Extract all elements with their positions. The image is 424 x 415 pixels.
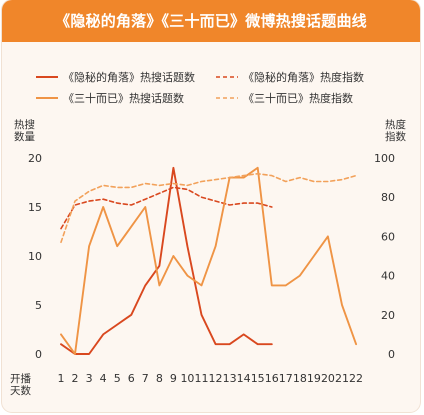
- y-left-tick-label: 20: [28, 152, 42, 165]
- x-tick-label: 3: [86, 372, 93, 385]
- x-tick-label: 10: [180, 372, 194, 385]
- y-right-tick-label: 20: [381, 309, 395, 322]
- x-tick-label: 15: [251, 372, 265, 385]
- x-tick-label: 6: [128, 372, 135, 385]
- legend-label-1: 《隐秘的角落》热搜话题数: [63, 70, 195, 84]
- x-tick-label: 1: [58, 372, 65, 385]
- y-axis-left-title-line-1: 热搜: [14, 118, 35, 131]
- x-tick-label: 17: [279, 372, 293, 385]
- legend-label-3: 《三十而已》热搜话题数: [63, 91, 184, 105]
- x-axis-title-line-1: 开播: [10, 372, 31, 385]
- x-tick-label: 12: [209, 372, 223, 385]
- legend-label-2: 《隐秘的角落》热度指数: [243, 70, 364, 84]
- y-left-tick-label: 15: [28, 201, 42, 214]
- series-line-1: [60, 166, 273, 355]
- y-right-tick-label: 100: [374, 152, 395, 165]
- x-tick-label: 20: [321, 372, 335, 385]
- x-tick-label: 9: [170, 372, 177, 385]
- chart-title: 《隐秘的角落》《三十而已》微博热搜话题曲线: [2, 0, 420, 42]
- y-axis-right-title-line-2: 指数: [385, 130, 406, 143]
- y-right-tick-label: 60: [381, 230, 395, 243]
- x-tick-label: 18: [293, 372, 307, 385]
- x-tick-label: 2: [72, 372, 79, 385]
- x-tick-label: 4: [100, 372, 107, 385]
- x-tick-label: 7: [142, 372, 149, 385]
- y-right-tick-label: 40: [381, 270, 395, 283]
- x-tick-label: 8: [156, 372, 163, 385]
- series-line-2: [60, 186, 273, 230]
- x-axis-title-line-2: 天数: [10, 384, 31, 397]
- x-tick-label: 14: [237, 372, 251, 385]
- x-tick-label: 21: [335, 372, 349, 385]
- series-line-4: [60, 172, 357, 244]
- x-tick-label: 16: [265, 372, 279, 385]
- series-line-3: [60, 166, 358, 355]
- y-right-tick-label: 80: [381, 191, 395, 204]
- x-tick-label: 19: [307, 372, 321, 385]
- y-right-tick-label: 0: [388, 348, 395, 361]
- x-tick-label: 11: [195, 372, 209, 385]
- chart-card: 《隐秘的角落》《三十而已》微博热搜话题曲线 《隐秘的角落》热搜话题数 《隐秘的角落…: [2, 0, 420, 412]
- y-left-tick-label: 0: [35, 348, 42, 361]
- line-chart: 《隐秘的角落》热搜话题数 《隐秘的角落》热度指数《三十而已》热搜话题数 《三十而已》…: [10, 70, 406, 397]
- y-axis-right-title-line-1: 热度: [385, 118, 406, 131]
- x-tick-label: 13: [223, 372, 237, 385]
- x-tick-label: 5: [114, 372, 121, 385]
- legend-label-4: 《三十而已》热度指数: [243, 91, 353, 105]
- y-left-tick-label: 10: [28, 250, 42, 263]
- y-axis-left-title-line-2: 数量: [14, 130, 35, 143]
- x-tick-label: 22: [349, 372, 363, 385]
- y-left-tick-label: 5: [35, 299, 42, 312]
